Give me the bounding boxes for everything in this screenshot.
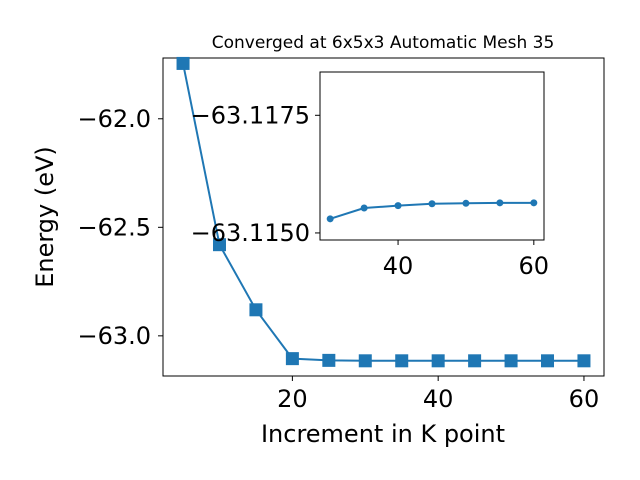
data-point xyxy=(212,238,226,252)
inset-plot-group: 40 60 −63.1175 −63.1150 xyxy=(191,71,549,280)
inset-data-point xyxy=(428,200,436,208)
x-tick-label: 60 xyxy=(569,385,600,413)
inset-x-tick-label: 40 xyxy=(383,252,414,280)
data-point xyxy=(468,354,482,368)
data-point xyxy=(504,354,518,368)
data-point xyxy=(249,303,263,317)
y-tick-label: −63.0 xyxy=(77,322,151,350)
data-point xyxy=(577,354,591,368)
inset-data-point xyxy=(360,204,368,212)
inset-y-tick-label: −63.1150 xyxy=(191,219,310,247)
inset-data-point xyxy=(462,199,470,207)
main-plot: 20 40 60 −62.0 −62.5 −63.0 xyxy=(77,56,600,413)
inset-x-tick-label: 60 xyxy=(519,252,550,280)
x-tick-label: 20 xyxy=(277,385,308,413)
inset-y-tick-label: −63.1175 xyxy=(191,101,310,129)
y-axis-label: Energy (eV) xyxy=(31,146,59,288)
inset-plot-frame xyxy=(319,71,545,241)
inset-data-point xyxy=(530,199,538,207)
inset-plot: 40 60 −63.1175 −63.1150 xyxy=(191,101,549,280)
inset-data-point xyxy=(496,199,504,207)
data-point xyxy=(322,353,336,367)
inset-data-point xyxy=(394,202,402,210)
data-point xyxy=(395,354,409,368)
inset-data-point xyxy=(326,215,334,223)
data-point xyxy=(541,354,555,368)
y-tick-label: −62.0 xyxy=(77,105,151,133)
data-point xyxy=(358,354,372,368)
x-axis-label: Increment in K point xyxy=(261,420,505,448)
x-tick-label: 40 xyxy=(423,385,454,413)
data-point xyxy=(431,354,445,368)
y-tick-label: −62.5 xyxy=(77,213,151,241)
data-point xyxy=(285,352,299,366)
data-point xyxy=(176,56,190,70)
chart-title: Converged at 6x5x3 Automatic Mesh 35 xyxy=(212,33,555,53)
main-plot-frame xyxy=(162,57,605,377)
